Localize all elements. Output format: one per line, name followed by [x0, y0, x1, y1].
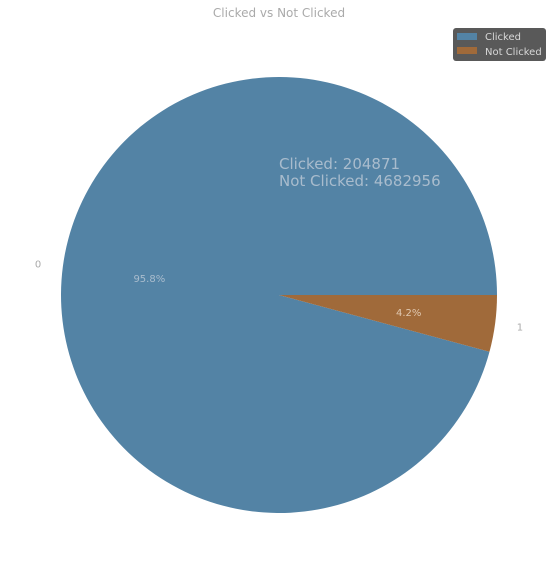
slice-category-label-0: 0	[35, 260, 41, 271]
slice-category-labels: 01	[35, 260, 523, 334]
pie-slices	[60, 76, 497, 514]
annotation-line-clicked: Clicked: 204871	[279, 155, 400, 173]
slice-percent-label-1: 4.2%	[396, 308, 421, 319]
annotation-text: Clicked: 204871 Not Clicked: 4682956	[279, 155, 441, 190]
legend-swatch-clicked	[457, 33, 477, 40]
slice-percent-labels: 95.8% 4.2%	[133, 274, 421, 319]
pie-slice-1	[279, 295, 497, 352]
pie-slice-0	[60, 76, 497, 514]
slice-percent-label-0: 95.8%	[133, 274, 165, 285]
legend-label-not-clicked: Not Clicked	[485, 47, 542, 58]
slice-category-label-1: 1	[517, 322, 523, 333]
legend-swatch-not-clicked	[457, 47, 477, 54]
annotation-line-not-clicked: Not Clicked: 4682956	[279, 172, 441, 190]
legend-label-clicked: Clicked	[485, 32, 521, 43]
chart-title: Clicked vs Not Clicked	[213, 6, 345, 20]
legend: Clicked Not Clicked	[453, 28, 546, 61]
